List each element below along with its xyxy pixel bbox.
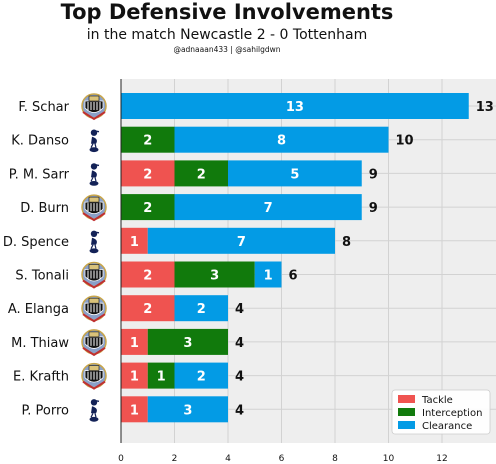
bar-total-label: 10 <box>396 134 414 149</box>
y-axis-labels: F. Schar K. Danso P. M. Sarr D. Burn D. Spen… <box>3 100 70 418</box>
bar-clearance <box>254 261 282 288</box>
chart-credit: @adnaaan433 | @sahilgdwn <box>173 45 280 54</box>
bar-tackle <box>121 227 148 254</box>
bar-total-label: 4 <box>235 403 244 418</box>
x-tick-label: 0 <box>118 454 124 464</box>
bar-value-label: 1 <box>130 235 139 250</box>
bar-clearance <box>121 93 469 119</box>
bar-value-label: 8 <box>277 134 286 149</box>
legend-swatch <box>398 408 415 416</box>
bar-value-label: 3 <box>210 269 219 284</box>
player-name: K. Danso <box>11 134 69 149</box>
bar-interception <box>121 126 175 153</box>
bar-value-label: 1 <box>130 403 139 418</box>
legend-swatch <box>398 395 415 403</box>
chart-subtitle: in the match Newcastle 2 - 0 Tottenham <box>87 27 367 43</box>
bar-clearance <box>174 194 362 221</box>
x-tick-label: 4 <box>225 454 231 464</box>
x-tick-label: 8 <box>332 454 338 464</box>
bar-value-label: 1 <box>264 269 273 284</box>
bar-value-label: 2 <box>197 302 206 317</box>
x-tick-label: 10 <box>383 454 395 464</box>
bar-clearance <box>174 126 389 153</box>
x-tick-label: 12 <box>436 454 447 464</box>
bar-labels: 13 132 8 102 2 5 92 7 91 7 82 3 1 62 2 41 3 41 1 2 41 3 4 <box>130 100 494 418</box>
bar-value-label: 13 <box>286 100 304 115</box>
newcastle-logo-icon <box>81 329 107 357</box>
bar-value-label: 1 <box>157 370 166 385</box>
bar-total-label: 9 <box>369 167 378 182</box>
bar-value-label: 2 <box>143 201 152 216</box>
legend-box <box>391 389 491 435</box>
bar-tackle <box>121 295 175 322</box>
bar-tackle <box>121 160 175 187</box>
bar-clearance <box>147 396 228 423</box>
bar-interception <box>174 261 255 288</box>
bar-total-label: 8 <box>342 235 351 250</box>
bar-tackle <box>121 328 148 355</box>
bar-clearance <box>174 362 228 389</box>
bar-clearance <box>174 295 228 322</box>
player-name: E. Krafth <box>13 370 69 385</box>
player-name: S. Tonali <box>15 269 69 284</box>
player-name: F. Schar <box>18 100 69 115</box>
bar-value-label: 2 <box>143 167 152 182</box>
tottenham-logo-icon <box>89 163 100 186</box>
newcastle-logo-icon <box>81 261 107 289</box>
bar-value-label: 5 <box>290 167 299 182</box>
bar-tackle <box>121 362 148 389</box>
player-name: P. Porro <box>21 403 69 418</box>
bar-tackle <box>121 396 148 423</box>
player-name: M. Thiaw <box>11 336 69 351</box>
bar-clearance <box>147 227 335 254</box>
bar-value-label: 2 <box>143 134 152 149</box>
x-axis-ticks: 0 2 4 6 8 10 12 <box>118 454 448 464</box>
bar-interception <box>174 160 228 187</box>
bar-value-label: 2 <box>197 167 206 182</box>
bar-value-label: 3 <box>183 336 192 351</box>
newcastle-logo-icon <box>81 93 107 121</box>
bar-clearance <box>228 160 362 187</box>
chart-title: Top Defensive Involvements <box>61 0 394 24</box>
tottenham-logo-icon <box>89 399 100 422</box>
bar-value-label: 1 <box>130 370 139 385</box>
bar-interception <box>147 362 175 389</box>
team-logos <box>81 93 107 422</box>
tottenham-logo-icon <box>89 230 100 254</box>
x-tick-label: 2 <box>172 454 178 464</box>
bar-total-label: 4 <box>235 302 244 317</box>
bar-value-label: 3 <box>183 403 192 418</box>
player-name: D. Spence <box>3 235 69 250</box>
player-name: D. Burn <box>20 201 69 216</box>
legend-label: Clearance <box>422 421 472 432</box>
bar-total-label: 9 <box>369 201 378 216</box>
legend: Tackle Interception Clearance <box>391 389 491 435</box>
bar-total-label: 13 <box>476 100 494 115</box>
x-tick-label: 6 <box>279 454 285 464</box>
bar-total-label: 4 <box>235 336 244 351</box>
bar-total-label: 6 <box>289 269 298 284</box>
bar-value-label: 7 <box>237 235 246 250</box>
newcastle-logo-icon <box>81 362 107 390</box>
bar-value-label: 2 <box>143 302 152 317</box>
tottenham-logo-icon <box>89 129 100 153</box>
player-name: P. M. Sarr <box>9 167 70 182</box>
bar-value-label: 2 <box>197 370 206 385</box>
bar-value-label: 2 <box>143 269 152 284</box>
newcastle-logo-icon <box>81 295 107 323</box>
newcastle-logo-icon <box>81 194 107 222</box>
legend-label: Tackle <box>421 395 453 406</box>
bars <box>121 93 469 423</box>
bar-interception <box>121 194 175 221</box>
bar-total-label: 4 <box>235 370 244 385</box>
player-name: A. Elanga <box>8 302 69 317</box>
bar-interception <box>147 328 228 355</box>
legend-label: Interception <box>422 408 482 419</box>
bar-value-label: 1 <box>130 336 139 351</box>
bar-value-label: 7 <box>264 201 273 216</box>
legend-swatch <box>398 421 415 429</box>
bar-tackle <box>121 261 175 288</box>
